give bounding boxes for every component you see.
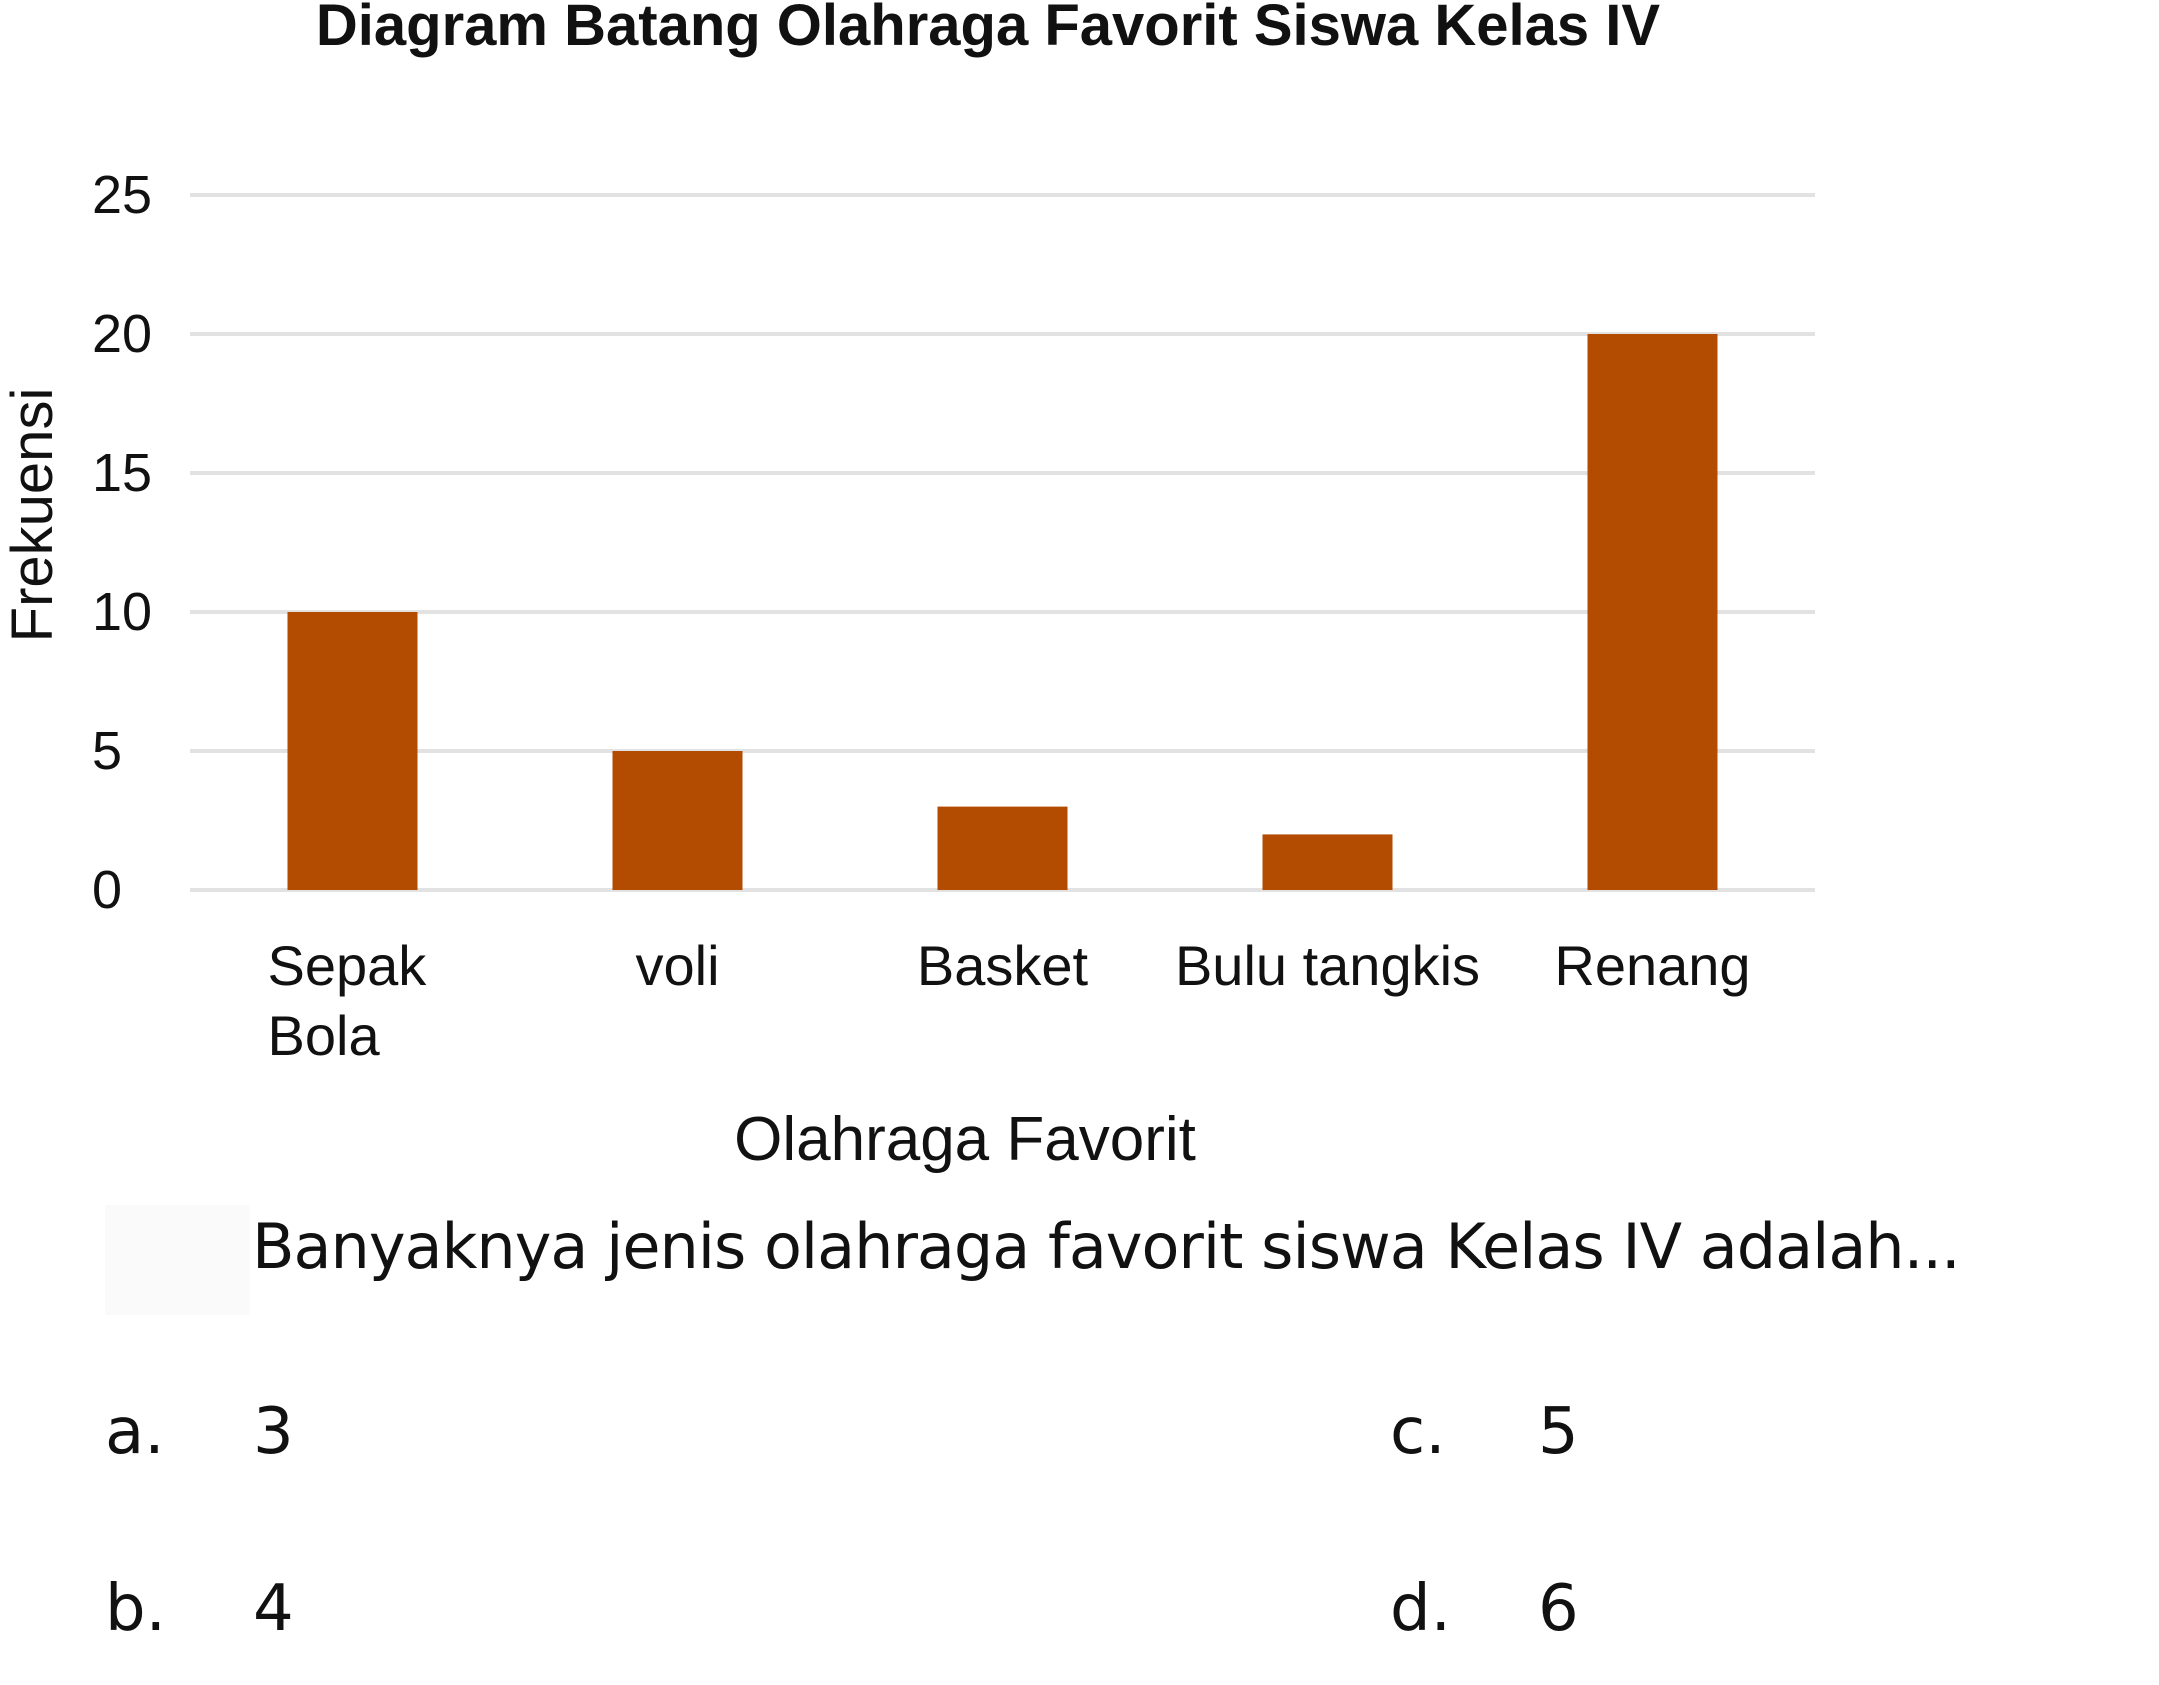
bars — [287, 334, 1718, 890]
y-tick-label: 20 — [92, 304, 152, 364]
y-tick-label: 15 — [92, 443, 152, 503]
chart-title: Diagram Batang Olahraga Favorit Siswa Ke… — [316, 0, 1660, 58]
gridlines — [190, 193, 1815, 892]
y-tick-label: 0 — [92, 860, 122, 920]
bar — [287, 612, 418, 890]
y-axis-label: Frekuensi — [0, 388, 65, 643]
y-tick-label: 10 — [92, 582, 152, 642]
question-shade — [105, 1205, 250, 1315]
bar — [612, 751, 743, 890]
y-tick-labels: 0 5 10 15 20 25 — [92, 165, 152, 920]
x-tick-label: Sepak Bola — [268, 934, 428, 1067]
x-tick-label: Bulu tangkis — [1175, 934, 1480, 997]
bar — [1262, 834, 1393, 890]
option-a-value: 3 — [253, 1395, 294, 1469]
bar — [1587, 334, 1718, 890]
x-axis-label: Olahraga Favorit — [734, 1105, 1196, 1174]
x-tick-labels: Sepak Bola voli Basket Bulu tangkis Renang — [268, 934, 1751, 1067]
option-d-letter: d. — [1390, 1572, 1451, 1646]
x-tick-label: Renang — [1554, 934, 1750, 997]
y-tick-label: 5 — [92, 721, 122, 781]
option-c-value: 5 — [1538, 1395, 1579, 1469]
question-text: Banyaknya jenis olahraga favorit siswa K… — [252, 1210, 1961, 1283]
option-b-value: 4 — [253, 1572, 294, 1646]
bar-chart: Diagram Batang Olahraga Favorit Siswa Ke… — [0, 0, 1815, 1174]
x-tick-label: Basket — [917, 934, 1089, 997]
y-tick-label: 25 — [92, 165, 152, 225]
option-b-letter: b. — [105, 1572, 166, 1646]
bar — [937, 806, 1068, 890]
option-a-letter: a. — [105, 1395, 165, 1469]
option-d-value: 6 — [1538, 1572, 1579, 1646]
option-c-letter: c. — [1390, 1395, 1446, 1469]
x-tick-label: voli — [635, 934, 719, 997]
